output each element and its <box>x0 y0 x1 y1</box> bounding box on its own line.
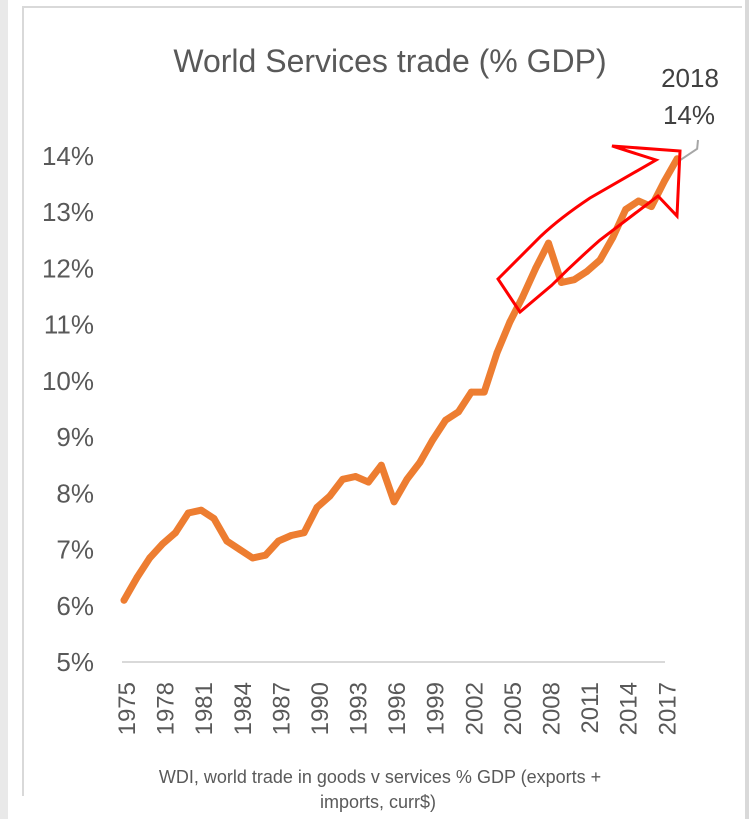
x-tick-label: 2002 <box>461 682 488 735</box>
x-tick-label: 1975 <box>114 682 141 735</box>
series-point <box>635 197 642 205</box>
series-point <box>159 540 167 548</box>
series-point <box>467 388 475 396</box>
y-tick-label: 6% <box>56 591 94 621</box>
x-tick-label: 1990 <box>307 682 334 735</box>
series-point <box>545 239 552 247</box>
series-point <box>480 388 488 396</box>
series-point <box>287 532 295 539</box>
x-tick-label: 2005 <box>500 682 527 735</box>
series-point <box>558 279 565 286</box>
x-axis: 1975 1978 1981 1984 1987 1990 1993 1996 1999 2002… <box>114 682 681 735</box>
series-point <box>532 265 539 272</box>
x-tick-label: 1984 <box>230 682 257 735</box>
red-highlight-arrow <box>496 144 682 315</box>
annotation-year: 2018 <box>661 63 719 93</box>
series-point <box>184 509 192 517</box>
series-point <box>352 473 359 480</box>
y-tick-label: 9% <box>56 422 94 452</box>
series-point <box>609 234 617 241</box>
source-note-line2: imports, curr$) <box>320 792 436 812</box>
series-points <box>120 155 681 604</box>
source-note-line1: WDI, world trade in goods v services % G… <box>159 767 601 787</box>
series-point <box>300 529 308 537</box>
x-tick-label: 2011 <box>577 682 604 734</box>
series-point <box>223 537 231 545</box>
x-tick-label: 1999 <box>423 682 450 735</box>
y-tick-label: 14% <box>42 141 94 171</box>
chart-title: World Services trade (% GDP) <box>173 43 606 79</box>
x-tick-label: 1978 <box>153 682 180 735</box>
series-line <box>120 155 681 604</box>
series-point <box>172 529 179 537</box>
series-point <box>326 492 334 500</box>
y-tick-label: 11% <box>44 310 94 340</box>
series-point <box>210 515 218 522</box>
x-tick-label: 2008 <box>539 682 566 735</box>
y-tick-label: 7% <box>56 535 94 565</box>
series-point <box>120 596 128 604</box>
x-tick-label: 1996 <box>384 682 411 735</box>
series-point <box>236 546 244 553</box>
series-point <box>197 506 205 514</box>
right-edge-bar <box>745 0 749 819</box>
series-point <box>442 416 449 424</box>
annotation-value: 14% <box>663 100 715 130</box>
series-point <box>262 551 269 559</box>
series-point <box>455 408 462 416</box>
series-point <box>596 256 604 264</box>
chart-frame <box>22 6 742 796</box>
x-tick-label: 1993 <box>346 682 373 735</box>
series-point <box>390 498 398 506</box>
y-tick-label: 13% <box>42 197 94 227</box>
series-point <box>339 475 347 483</box>
series-point <box>133 574 141 582</box>
left-edge-bar <box>0 0 8 819</box>
series-point <box>275 537 282 545</box>
series-point <box>506 318 514 326</box>
series-point <box>519 293 527 300</box>
y-axis: 5% 6% 7% 8% 9% 10% 11% 12% 13% 14% <box>42 141 94 677</box>
series-point <box>416 459 424 466</box>
series-point <box>429 436 437 444</box>
series-point <box>648 203 655 211</box>
series-point <box>313 504 321 511</box>
series-point <box>493 349 501 357</box>
y-tick-label: 5% <box>56 647 94 677</box>
x-tick-label: 2017 <box>654 682 681 735</box>
series-point <box>377 461 385 469</box>
series-point <box>622 206 630 213</box>
series-point <box>570 276 578 284</box>
series-point <box>660 177 668 185</box>
series-point <box>403 475 411 483</box>
y-tick-label: 10% <box>42 366 94 396</box>
series-point <box>365 478 372 486</box>
x-tick-label: 1987 <box>268 682 295 735</box>
y-tick-label: 8% <box>56 478 94 508</box>
trend-extension-line <box>672 139 699 166</box>
x-tick-label: 2014 <box>616 682 643 735</box>
x-tick-label: 1981 <box>191 682 218 735</box>
y-tick-label: 12% <box>42 253 94 283</box>
series-point <box>583 267 591 275</box>
series-point <box>249 554 256 562</box>
series-point <box>146 554 154 562</box>
